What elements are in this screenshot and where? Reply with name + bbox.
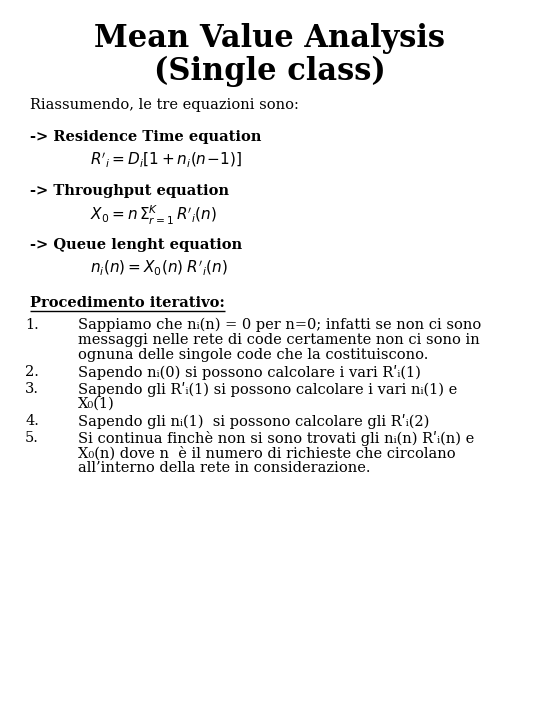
Text: $R'_i = D_i[1+n_i(n\!-\!1)]$: $R'_i = D_i[1+n_i(n\!-\!1)]$ xyxy=(90,150,242,169)
Text: $X_0 = n \/ \Sigma^K_{r=1}\, R'_i(n)$: $X_0 = n \/ \Sigma^K_{r=1}\, R'_i(n)$ xyxy=(90,204,217,228)
Text: Sapendo nᵢ(0) si possono calcolare i vari Rʹᵢ(1): Sapendo nᵢ(0) si possono calcolare i var… xyxy=(78,365,421,380)
Text: ognuna delle singole code che la costituiscono.: ognuna delle singole code che la costitu… xyxy=(78,348,428,362)
Text: (Single class): (Single class) xyxy=(154,56,386,87)
Text: X₀(n) dove n  è il numero di richieste che circolano: X₀(n) dove n è il numero di richieste ch… xyxy=(78,446,456,460)
Text: $n_i(n) = X_0(n)\; R'_i(n)$: $n_i(n) = X_0(n)\; R'_i(n)$ xyxy=(90,258,228,277)
Text: -> Residence Time equation: -> Residence Time equation xyxy=(30,130,261,144)
Text: 3.: 3. xyxy=(25,382,39,396)
Text: -> Throughput equation: -> Throughput equation xyxy=(30,184,229,198)
Text: Sapendo gli nᵢ(1)  si possono calcolare gli Rʹᵢ(2): Sapendo gli nᵢ(1) si possono calcolare g… xyxy=(78,414,429,429)
Text: Procedimento iterativo:: Procedimento iterativo: xyxy=(30,296,225,310)
Text: Sappiamo che nᵢ(n) = 0 per n=0; infatti se non ci sono: Sappiamo che nᵢ(n) = 0 per n=0; infatti … xyxy=(78,318,481,333)
Text: 2.: 2. xyxy=(25,365,39,379)
Text: Si continua finchè non si sono trovati gli nᵢ(n) Rʹᵢ(n) e: Si continua finchè non si sono trovati g… xyxy=(78,431,474,446)
Text: messaggi nelle rete di code certamente non ci sono in: messaggi nelle rete di code certamente n… xyxy=(78,333,480,347)
Text: X₀(1): X₀(1) xyxy=(78,397,114,411)
Text: Riassumendo, le tre equazioni sono:: Riassumendo, le tre equazioni sono: xyxy=(30,98,299,112)
Text: 4.: 4. xyxy=(25,414,39,428)
Text: Sapendo gli Rʹᵢ(1) si possono calcolare i vari nᵢ(1) e: Sapendo gli Rʹᵢ(1) si possono calcolare … xyxy=(78,382,457,397)
Text: 1.: 1. xyxy=(25,318,39,332)
Text: Mean Value Analysis: Mean Value Analysis xyxy=(94,23,445,54)
Text: 5.: 5. xyxy=(25,431,39,445)
Text: all’interno della rete in considerazione.: all’interno della rete in considerazione… xyxy=(78,461,370,475)
Text: -> Queue lenght equation: -> Queue lenght equation xyxy=(30,238,242,252)
